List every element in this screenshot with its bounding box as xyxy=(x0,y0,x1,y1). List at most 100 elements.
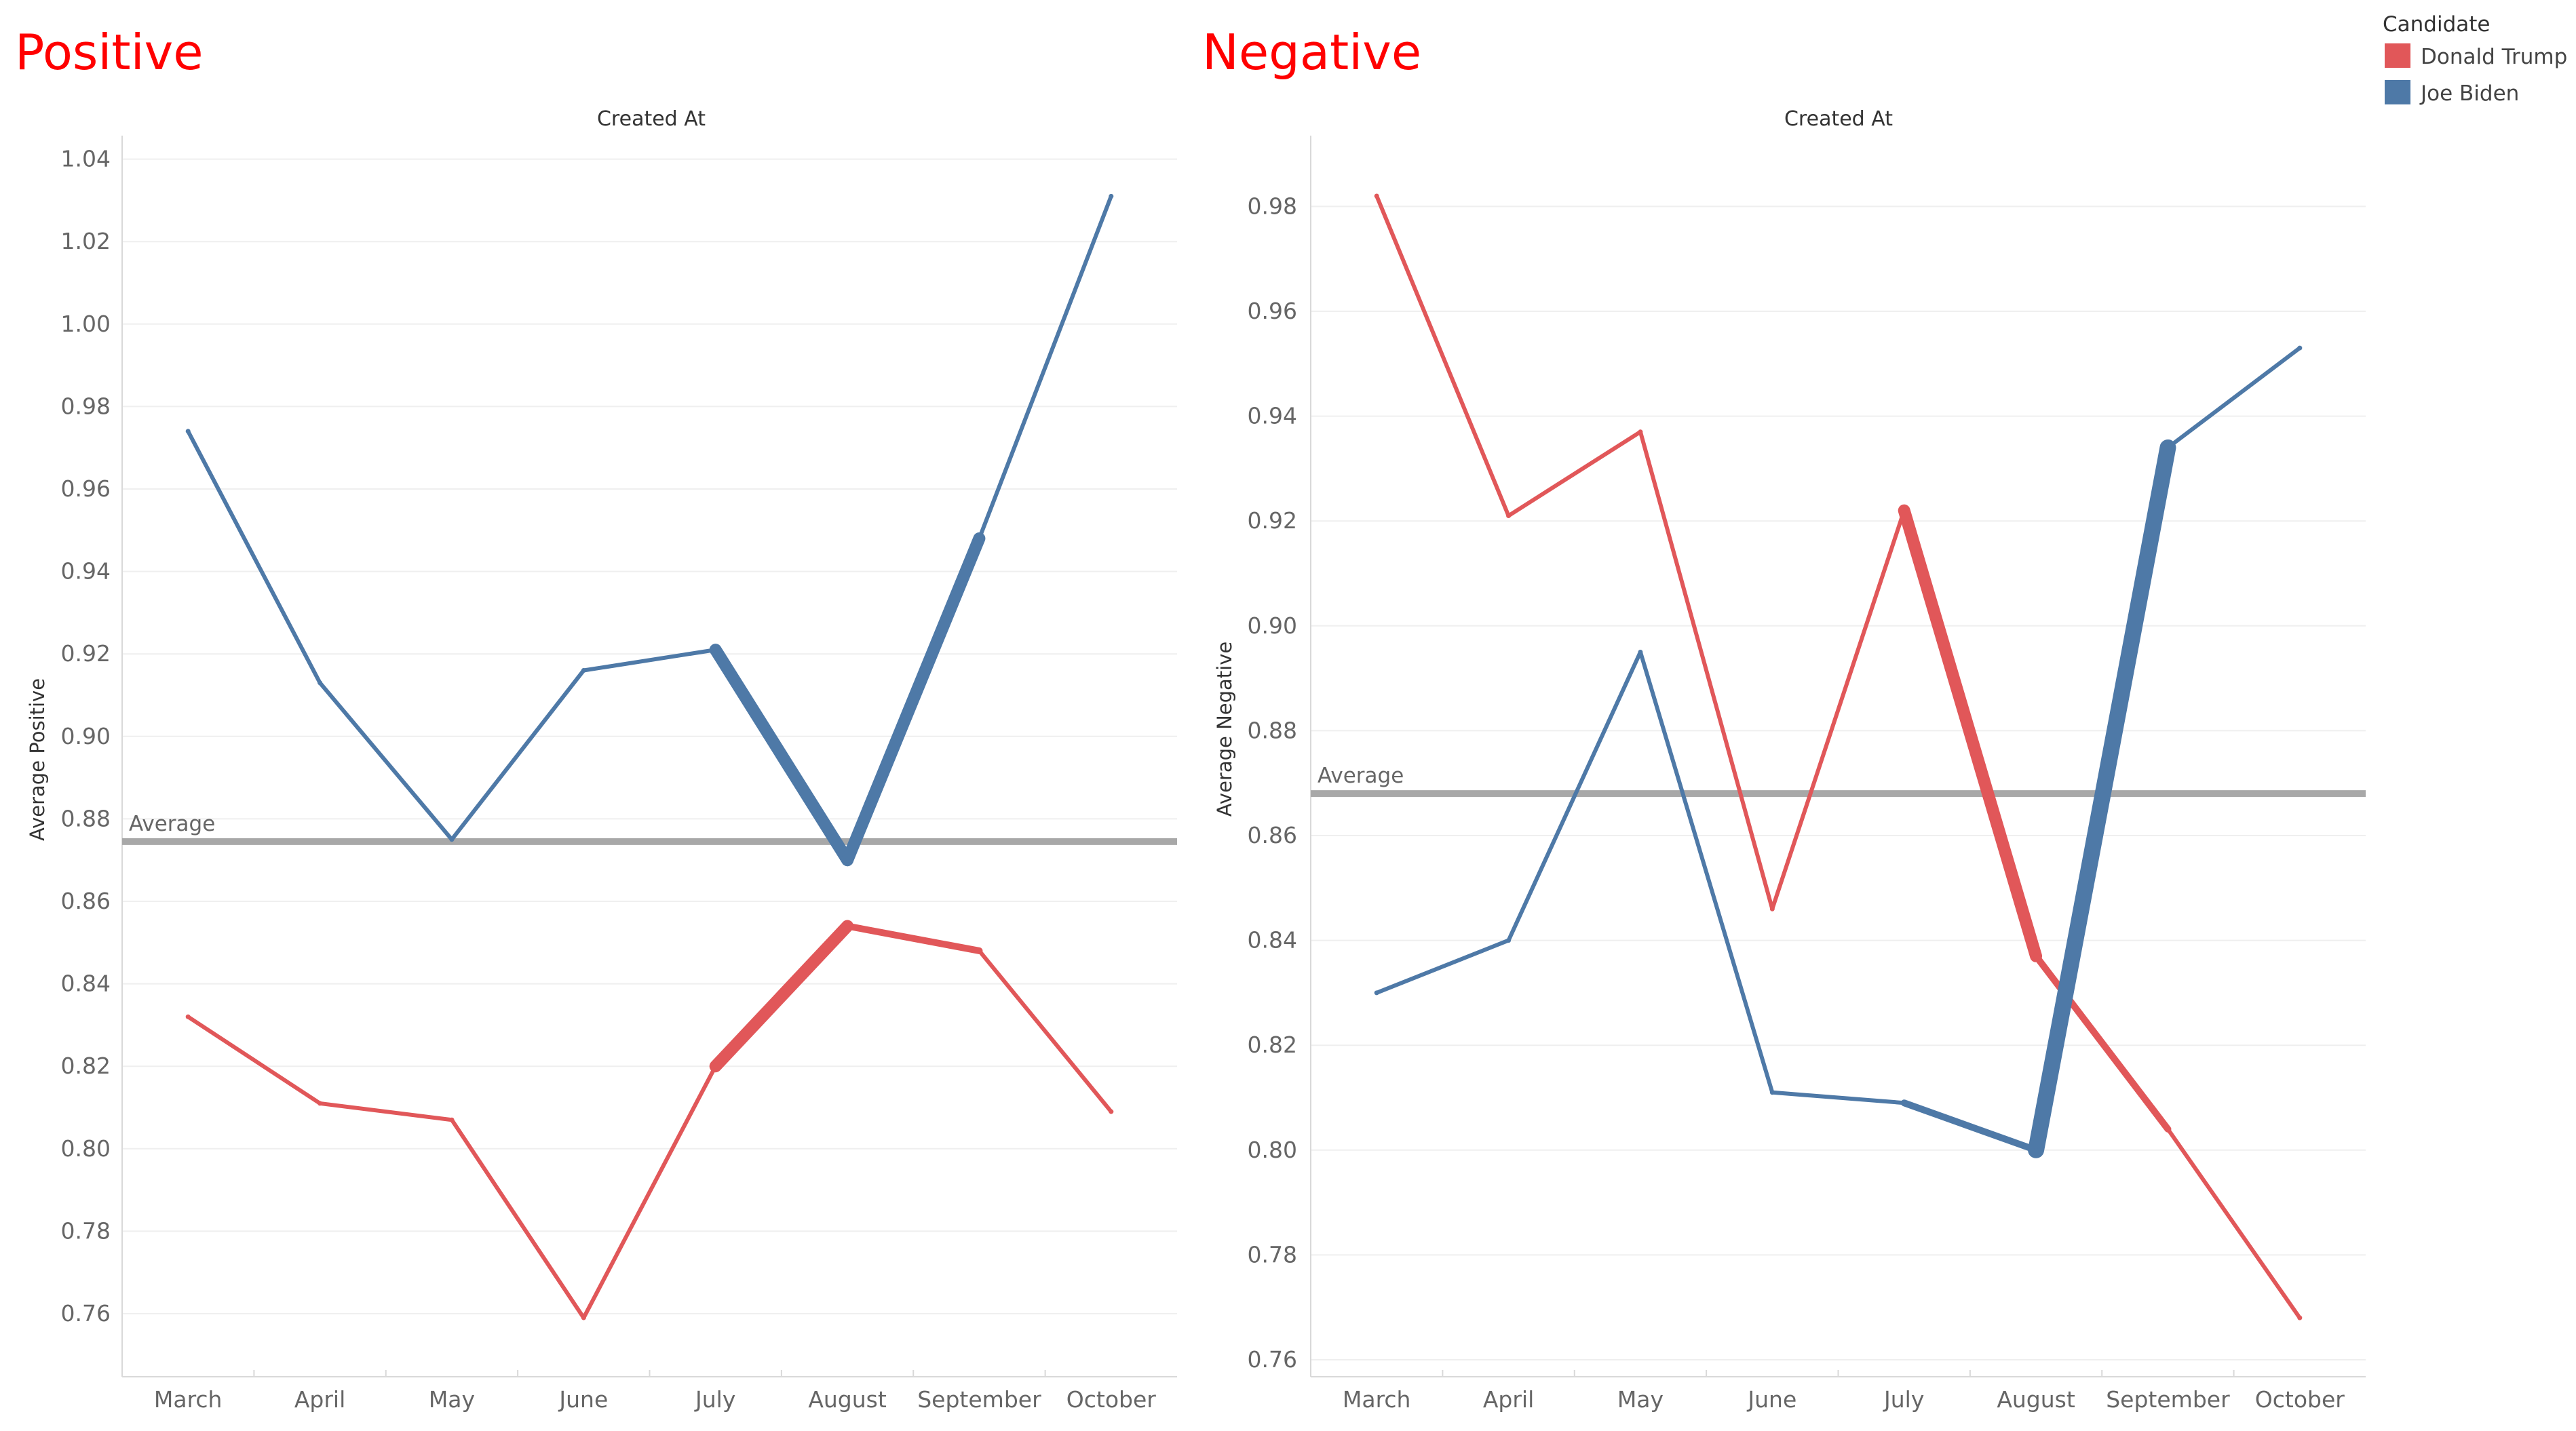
data-point-joe-biden-april[interactable] xyxy=(1506,938,1512,943)
series-segment-donald-trump-july[interactable] xyxy=(709,920,854,1073)
data-point-donald-trump-august[interactable] xyxy=(845,923,850,928)
series-segment-joe-biden-march[interactable] xyxy=(1374,938,1511,995)
data-point-donald-trump-june[interactable] xyxy=(581,1315,586,1320)
series-segment-joe-biden-august[interactable] xyxy=(2028,439,2176,1158)
data-point-joe-biden-june[interactable] xyxy=(1769,1090,1775,1095)
data-point-joe-biden-september[interactable] xyxy=(976,536,982,541)
y-tick-label: 0.82 xyxy=(61,1053,111,1079)
series-segment-donald-trump-september[interactable] xyxy=(2166,1126,2302,1320)
data-point-joe-biden-april[interactable] xyxy=(318,680,323,686)
data-point-donald-trump-march[interactable] xyxy=(1374,193,1379,199)
y-tick-label: 0.98 xyxy=(61,393,111,419)
legend-label-donald-trump[interactable]: Donald Trump xyxy=(2421,45,2567,69)
series-segment-donald-trump-may[interactable] xyxy=(1638,429,1775,911)
x-tick-label-june: June xyxy=(1746,1386,1796,1413)
data-point-joe-biden-may[interactable] xyxy=(449,837,455,842)
data-point-joe-biden-july[interactable] xyxy=(713,647,718,652)
data-point-donald-trump-september[interactable] xyxy=(2165,1126,2170,1132)
data-point-joe-biden-march[interactable] xyxy=(185,429,191,434)
y-tick-label: 0.84 xyxy=(1248,927,1297,954)
y-tick-label: 0.86 xyxy=(1248,822,1297,848)
series-segment-joe-biden-april[interactable] xyxy=(318,680,454,842)
negative-y-axis-title: Average Negative xyxy=(1213,642,1236,817)
series-segment-donald-trump-august[interactable] xyxy=(2033,952,2172,1133)
data-point-joe-biden-may[interactable] xyxy=(1638,649,1643,654)
data-point-joe-biden-march[interactable] xyxy=(1374,990,1379,996)
series-segment-donald-trump-july[interactable] xyxy=(1898,504,2043,962)
data-point-donald-trump-june[interactable] xyxy=(1769,906,1775,911)
series-donald-trump[interactable] xyxy=(185,920,1114,1320)
y-tick-label: 0.80 xyxy=(61,1135,111,1162)
series-segment-joe-biden-march[interactable] xyxy=(186,429,322,685)
legend-label-joe-biden[interactable]: Joe Biden xyxy=(2419,81,2519,106)
y-tick-label: 0.92 xyxy=(61,640,111,667)
x-tick-label-april: April xyxy=(1483,1386,1534,1413)
y-tick-label: 0.90 xyxy=(1248,612,1297,639)
data-point-donald-trump-july[interactable] xyxy=(713,1063,718,1069)
series-segment-donald-trump-march[interactable] xyxy=(1374,193,1511,518)
data-point-joe-biden-october[interactable] xyxy=(1109,193,1114,199)
y-tick-label: 0.90 xyxy=(61,723,111,749)
y-tick-label: 0.96 xyxy=(1248,298,1297,324)
series-segment-donald-trump-june[interactable] xyxy=(581,1064,718,1320)
series-segment-joe-biden-august[interactable] xyxy=(841,532,986,867)
x-tick-label-july: July xyxy=(694,1386,735,1413)
data-point-donald-trump-september[interactable] xyxy=(976,948,982,954)
series-segment-joe-biden-may[interactable] xyxy=(1638,650,1775,1095)
series-segment-donald-trump-march[interactable] xyxy=(186,1015,322,1105)
data-point-joe-biden-august[interactable] xyxy=(845,857,850,863)
series-segment-joe-biden-july[interactable] xyxy=(709,644,854,867)
data-point-donald-trump-april[interactable] xyxy=(1506,513,1512,518)
positive-column-header: Created At xyxy=(597,107,706,131)
series-segment-joe-biden-september[interactable] xyxy=(977,194,1113,541)
y-tick-label: 0.98 xyxy=(1248,193,1297,219)
data-point-donald-trump-august[interactable] xyxy=(2033,954,2039,959)
series-segment-donald-trump-june[interactable] xyxy=(1770,508,1906,911)
legend-title: Candidate xyxy=(2383,12,2490,37)
data-point-joe-biden-october[interactable] xyxy=(2297,345,2303,351)
data-point-donald-trump-october[interactable] xyxy=(1109,1109,1114,1114)
x-tick-label-april: April xyxy=(294,1386,345,1413)
y-tick-label: 0.84 xyxy=(61,971,111,997)
x-tick-label-july: July xyxy=(1883,1386,1924,1413)
y-tick-label: 0.88 xyxy=(1248,717,1297,743)
series-segment-donald-trump-september[interactable] xyxy=(977,948,1113,1114)
y-tick-label: 0.78 xyxy=(1248,1241,1297,1268)
legend-swatch-donald-trump[interactable] xyxy=(2385,43,2410,68)
y-tick-label: 0.78 xyxy=(61,1217,111,1244)
series-segment-joe-biden-september[interactable] xyxy=(2166,346,2302,450)
series-donald-trump[interactable] xyxy=(1374,193,2303,1320)
series-segment-joe-biden-april[interactable] xyxy=(1506,650,1642,943)
series-joe-biden[interactable] xyxy=(1374,345,2303,1158)
series-segment-joe-biden-july[interactable] xyxy=(1900,1099,2040,1154)
series-segment-donald-trump-august[interactable] xyxy=(844,922,983,954)
series-segment-joe-biden-june[interactable] xyxy=(581,648,718,673)
data-point-joe-biden-august[interactable] xyxy=(2033,1148,2039,1153)
legend-swatch-joe-biden[interactable] xyxy=(2385,80,2410,104)
data-point-donald-trump-october[interactable] xyxy=(2297,1315,2303,1320)
data-point-donald-trump-may[interactable] xyxy=(1638,429,1643,435)
y-tick-label: 0.80 xyxy=(1248,1137,1297,1163)
y-tick-label: 0.88 xyxy=(61,805,111,831)
series-segment-donald-trump-april[interactable] xyxy=(1506,429,1642,518)
data-point-donald-trump-april[interactable] xyxy=(318,1101,323,1106)
y-tick-label: 0.96 xyxy=(61,475,111,502)
data-point-donald-trump-july[interactable] xyxy=(1902,508,1907,513)
data-point-joe-biden-july[interactable] xyxy=(1902,1100,1907,1105)
data-point-donald-trump-march[interactable] xyxy=(185,1014,191,1019)
y-tick-label: 0.94 xyxy=(61,558,111,585)
data-point-joe-biden-september[interactable] xyxy=(2165,445,2170,450)
series-joe-biden[interactable] xyxy=(185,193,1114,867)
data-point-donald-trump-may[interactable] xyxy=(449,1117,455,1122)
data-point-joe-biden-june[interactable] xyxy=(581,668,586,673)
series-segment-donald-trump-april[interactable] xyxy=(318,1101,454,1122)
legend[interactable]: Candidate Donald Trump Joe Biden xyxy=(2383,12,2567,106)
x-tick-label-october: October xyxy=(1066,1386,1156,1413)
y-tick-label: 0.76 xyxy=(61,1300,111,1327)
y-tick-label: 0.94 xyxy=(1248,403,1297,429)
series-segment-joe-biden-june[interactable] xyxy=(1770,1090,1906,1105)
series-segment-joe-biden-may[interactable] xyxy=(449,668,586,842)
series-segment-donald-trump-may[interactable] xyxy=(449,1118,586,1320)
x-tick-label-may: May xyxy=(1617,1386,1664,1413)
